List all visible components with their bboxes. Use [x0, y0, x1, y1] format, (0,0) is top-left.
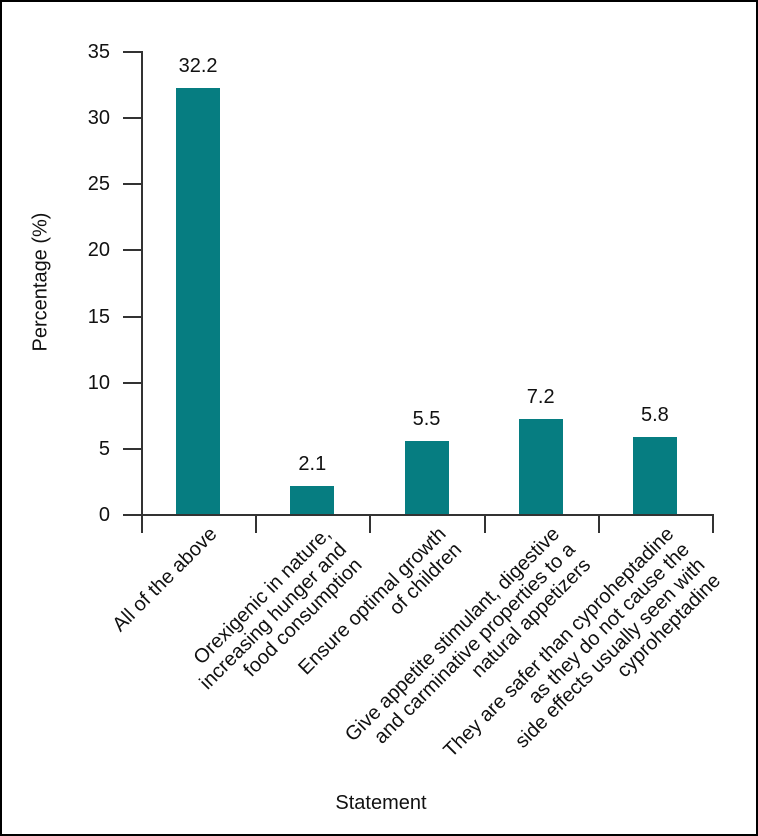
y-tick-label: 15 — [87, 305, 110, 328]
bar — [176, 88, 221, 514]
y-tick — [123, 447, 141, 450]
y-tick-label: 10 — [87, 371, 110, 394]
y-tick-label: 20 — [87, 239, 110, 262]
y-tick-label: 35 — [87, 41, 110, 63]
y-tick-label: 0 — [98, 504, 110, 526]
y-axis-title: Percentage (%) — [29, 212, 52, 352]
bar-value-label: 5.8 — [640, 404, 669, 427]
y-axis-line — [141, 51, 143, 516]
x-axis-title: Statement — [335, 792, 427, 814]
bar-value-label: 7.2 — [526, 385, 555, 408]
y-tick-label: 30 — [87, 107, 110, 130]
y-tick — [123, 381, 141, 384]
x-tick — [141, 516, 143, 533]
x-axis-line — [141, 514, 714, 516]
y-tick-label: 25 — [87, 173, 110, 196]
bar-value-label: 5.5 — [412, 408, 441, 431]
x-tick-label: All of the above — [108, 523, 222, 637]
y-tick — [123, 249, 141, 252]
y-tick — [123, 117, 141, 120]
bar-value-label: 32.2 — [178, 55, 218, 78]
y-tick — [123, 514, 141, 516]
bar — [404, 441, 449, 514]
x-tick — [597, 516, 600, 533]
x-tick — [369, 516, 372, 533]
y-tick — [123, 315, 141, 318]
bar-value-label: 2.1 — [298, 453, 327, 476]
y-tick — [123, 183, 141, 186]
x-tick — [483, 516, 486, 533]
x-tick — [255, 516, 258, 533]
y-tick-label: 5 — [98, 437, 110, 460]
bar — [632, 437, 677, 514]
x-tick — [712, 516, 714, 533]
y-tick — [123, 51, 141, 53]
bar — [290, 486, 335, 514]
bar — [518, 418, 563, 514]
